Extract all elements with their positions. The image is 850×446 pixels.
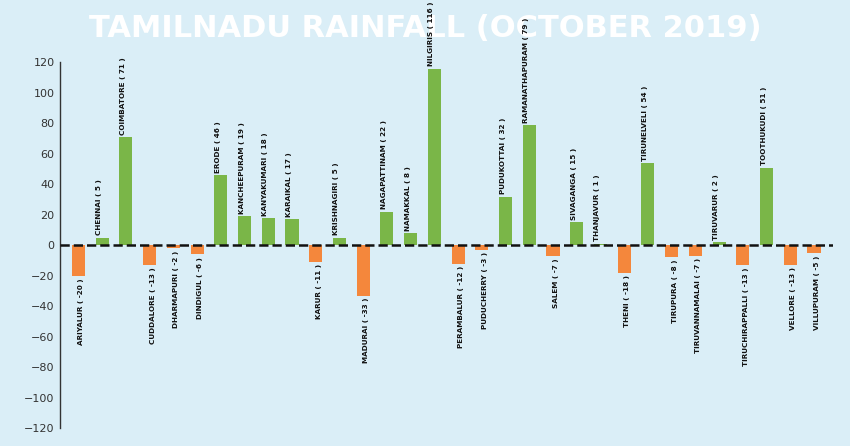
Text: KRISHNAGIRI ( 5 ): KRISHNAGIRI ( 5 ) [333, 163, 339, 235]
Text: PERAMBALUR ( -12 ): PERAMBALUR ( -12 ) [458, 266, 464, 348]
Text: TAMILNADU RAINFALL (OCTOBER 2019): TAMILNADU RAINFALL (OCTOBER 2019) [88, 14, 762, 44]
Text: TIRUNELVELI ( 54 ): TIRUNELVELI ( 54 ) [642, 85, 648, 161]
Bar [712, 242, 726, 245]
Text: TIRUVARUR ( 2 ): TIRUVARUR ( 2 ) [713, 174, 719, 240]
Bar [808, 245, 820, 253]
Bar [666, 245, 678, 257]
Bar [760, 168, 774, 245]
Bar [286, 219, 298, 245]
Text: CUDDALORE ( -13 ): CUDDALORE ( -13 ) [150, 268, 156, 344]
Text: PUDUCHERRY ( -3 ): PUDUCHERRY ( -3 ) [482, 252, 488, 329]
Text: TOOTHUKUDI ( 51 ): TOOTHUKUDI ( 51 ) [761, 87, 767, 165]
Text: ARIYALUR ( -20 ): ARIYALUR ( -20 ) [78, 278, 84, 345]
Text: MADURAI ( -33 ): MADURAI ( -33 ) [363, 298, 369, 363]
Text: NAGAPATTINAM ( 22 ): NAGAPATTINAM ( 22 ) [381, 120, 387, 210]
Bar [167, 245, 180, 248]
Bar [451, 245, 465, 264]
Bar [570, 223, 583, 245]
Text: KANYAKUMARI ( 18 ): KANYAKUMARI ( 18 ) [263, 132, 269, 215]
Bar [262, 218, 275, 245]
Bar [143, 245, 156, 265]
Bar [72, 245, 85, 276]
Bar [119, 137, 133, 245]
Text: KARAIKAL ( 17 ): KARAIKAL ( 17 ) [286, 153, 292, 217]
Text: PUDUKOTTAI ( 32 ): PUDUKOTTAI ( 32 ) [500, 118, 506, 194]
Text: SALEM ( -7 ): SALEM ( -7 ) [553, 258, 559, 308]
Bar [190, 245, 204, 254]
Bar [309, 245, 322, 262]
Text: NAMAKKAL ( 8 ): NAMAKKAL ( 8 ) [405, 166, 411, 231]
Text: DINDIGUL ( -6 ): DINDIGUL ( -6 ) [197, 257, 203, 318]
Bar [642, 163, 654, 245]
Text: TIRUCHIRAPPALLI ( -13 ): TIRUCHIRAPPALLI ( -13 ) [743, 268, 749, 366]
Bar [96, 238, 109, 245]
Bar [381, 212, 394, 245]
Text: DHARMAPURI ( -2 ): DHARMAPURI ( -2 ) [173, 251, 179, 328]
Text: TIRUVANNAMALAI ( -7 ): TIRUVANNAMALAI ( -7 ) [695, 258, 701, 353]
Text: SIVAGANGA ( 15 ): SIVAGANGA ( 15 ) [570, 148, 577, 220]
Text: VELLORE ( -13 ): VELLORE ( -13 ) [790, 268, 796, 330]
Bar [618, 245, 631, 273]
Text: THENI ( -18 ): THENI ( -18 ) [624, 275, 630, 327]
Bar [214, 175, 227, 245]
Text: CHENNAI ( 5 ): CHENNAI ( 5 ) [96, 180, 102, 235]
Bar [499, 197, 512, 245]
Bar [333, 238, 346, 245]
Bar [547, 245, 559, 256]
Text: NILGIRIS ( 116 ): NILGIRIS ( 116 ) [428, 2, 434, 66]
Bar [428, 69, 441, 245]
Text: COIMBATORE ( 71 ): COIMBATORE ( 71 ) [120, 57, 126, 135]
Bar [523, 125, 536, 245]
Text: KANCHEEPURAM ( 19 ): KANCHEEPURAM ( 19 ) [239, 122, 245, 214]
Bar [357, 245, 370, 296]
Bar [238, 216, 251, 245]
Bar [475, 245, 489, 250]
Text: VILLUPURAM ( -5 ): VILLUPURAM ( -5 ) [814, 255, 820, 330]
Bar [404, 233, 417, 245]
Bar [784, 245, 796, 265]
Bar [594, 244, 607, 245]
Text: KARUR ( -11 ): KARUR ( -11 ) [315, 264, 322, 319]
Bar [688, 245, 702, 256]
Text: RAMANATHAPURAM ( 79 ): RAMANATHAPURAM ( 79 ) [524, 17, 530, 123]
Text: TIRUPURA ( -8 ): TIRUPURA ( -8 ) [672, 260, 677, 323]
Bar [736, 245, 750, 265]
Text: THANJAVUR ( 1 ): THANJAVUR ( 1 ) [594, 175, 600, 241]
Text: ERODE ( 46 ): ERODE ( 46 ) [215, 121, 221, 173]
